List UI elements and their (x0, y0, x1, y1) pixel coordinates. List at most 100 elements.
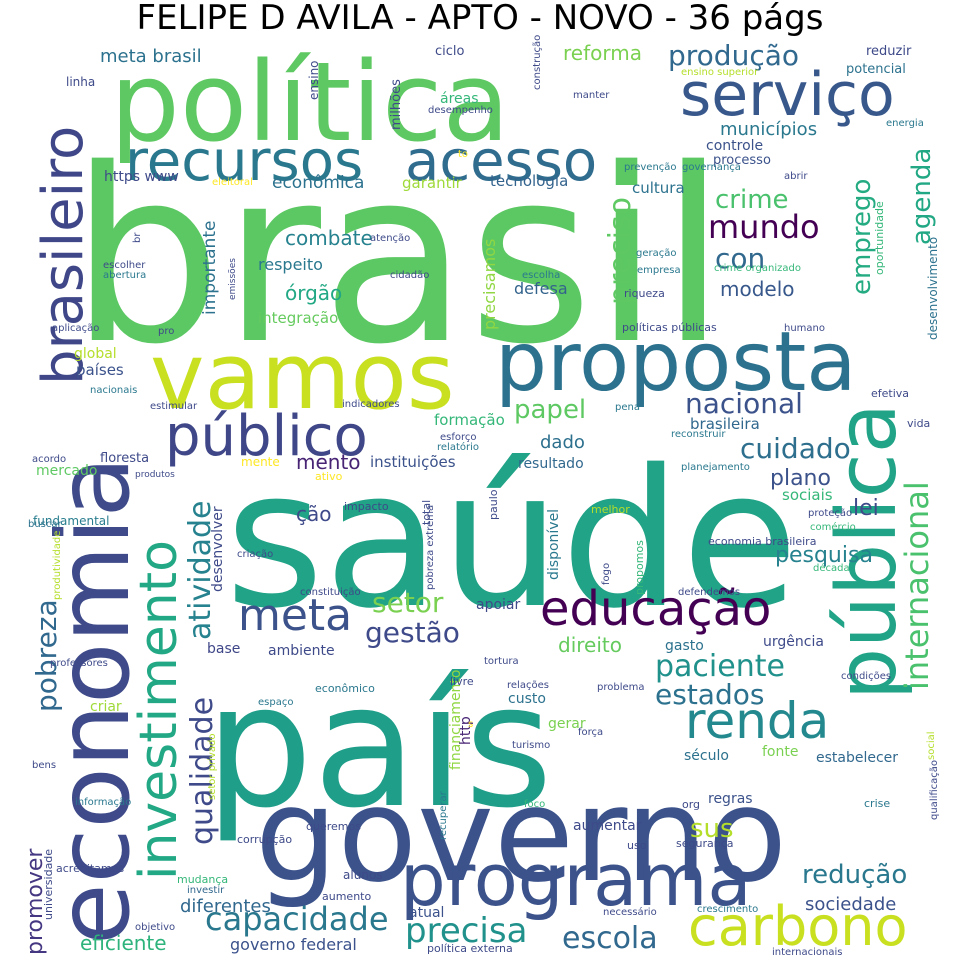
word-escolha: escolha (522, 270, 560, 281)
word-producao: produção (668, 39, 799, 72)
word-corrupcao: corrupção (237, 833, 292, 846)
word-ambiente: ambiente (268, 643, 335, 659)
word-nacionais: nacionais (90, 385, 137, 396)
word-mente: mente (241, 455, 280, 469)
word-org: org (682, 798, 700, 811)
word-informacao: informação (75, 797, 131, 808)
word-ensino-superior: ensino superior (681, 67, 759, 78)
word-cultura: cultura (632, 179, 685, 197)
word-indicadores: indicadores (342, 399, 400, 410)
word-instituicoes: instituições (370, 453, 456, 471)
word-cao: ção (296, 502, 332, 526)
word-reducao: redução (802, 860, 907, 890)
word-fogo: fogo (601, 563, 612, 585)
word-bens: bens (32, 760, 56, 771)
word-sociais: sociais (782, 486, 833, 504)
word-livre: livre (450, 675, 474, 688)
word-crise: crise (864, 797, 890, 810)
word-mercado: mercado (36, 463, 97, 479)
word-agenda: agenda (907, 148, 937, 245)
word-lei: lei (853, 496, 879, 521)
word-https-www: https www (104, 169, 179, 185)
word-qualidade: qualidade (185, 697, 220, 845)
word-regras: regras (708, 791, 753, 807)
word-condicoes: condições (841, 671, 891, 682)
word-universidade: universidade (42, 849, 55, 920)
word-constituicao: constituição (300, 587, 361, 598)
word-energia: energia (886, 118, 924, 129)
word-areas: áreas (440, 91, 479, 107)
word-foco: foco (524, 799, 545, 810)
word-governo: governo (255, 759, 787, 911)
word-efetiva: efetiva (871, 387, 909, 400)
word-recursos: recursos (125, 129, 363, 194)
word-decada: década (813, 562, 850, 574)
word-propomos: propomos (633, 540, 646, 595)
word-relacoes: relações (507, 680, 549, 691)
word-floresta: floresta (100, 451, 149, 466)
word-investimento: investimento (129, 540, 189, 880)
word-paises: países (76, 361, 124, 379)
word-professores: professores (50, 658, 108, 669)
word-pobreza-extrema: pobreza extrema (425, 505, 436, 590)
word-plano: plano (770, 466, 831, 491)
word-reforma: reforma (563, 41, 642, 65)
word-sus: sus (690, 814, 734, 844)
word-riqueza: riqueza (624, 287, 665, 300)
word-emissoes: emissões (228, 258, 238, 300)
word-forca: força (578, 727, 603, 738)
word-objetivo: objetivo (135, 922, 175, 933)
word-garantir: garantir (402, 174, 463, 192)
word-vamos: vamos (150, 323, 455, 430)
word-internacional: internacional (898, 481, 936, 690)
word-servico: serviço (680, 60, 895, 130)
word-eleitoral: eleitoral (212, 177, 253, 188)
word-respeito: respeito (258, 255, 323, 274)
word-programa: programa (400, 838, 751, 922)
word-estados: estados (655, 678, 764, 711)
word-gestao: gestão (365, 616, 460, 649)
word-meta-brasil: meta brasil (100, 46, 202, 67)
word-combate: combate (285, 226, 373, 250)
word-promover: promover (23, 848, 48, 955)
word-global: global (74, 346, 117, 362)
word-necessario: necessário (603, 906, 657, 918)
word-abertura: abertura (103, 270, 146, 281)
word-queremos: queremos (306, 820, 361, 833)
word-custo: custo (508, 691, 546, 707)
word-protecao: proteção (808, 508, 852, 519)
word-espaco: espaço (258, 697, 293, 708)
word-precisa: precisa (405, 911, 527, 951)
word-escola: escola (562, 921, 658, 956)
word-direito: direito (558, 633, 622, 657)
word-ativo: ativo (315, 470, 343, 483)
word-crime-organizado: crime organizado (714, 263, 801, 274)
word-urgencia: urgência (763, 634, 824, 650)
word-defendemos: defendemos (678, 587, 740, 598)
word-defesa: defesa (514, 279, 568, 298)
word-integracao: integração (258, 309, 338, 327)
word-resultado: resultado (518, 456, 584, 472)
word-criacao: criação (237, 549, 273, 560)
word-orgao: órgão (285, 281, 342, 305)
word-disponivel: disponível (546, 509, 562, 580)
word-desenvolvimento: desenvolvimento (926, 237, 940, 340)
cloud-title: FELIPE D AVILA - APTO - NOVO - 36 págs (136, 0, 824, 38)
word-to: to (458, 149, 468, 160)
word-reconstruir: reconstruir (671, 429, 726, 440)
word-pro: pro (158, 326, 174, 337)
word-formacao: formação (434, 411, 505, 429)
word-seguranca: segurança (676, 837, 733, 850)
word-atividade: atividade (183, 501, 218, 641)
word-impacto: impacto (344, 500, 389, 513)
word-economico: econômico (315, 682, 375, 695)
word-humano: humano (784, 323, 825, 334)
word-alunos: alunos (343, 868, 383, 882)
word-preciso: preciso (603, 197, 638, 305)
word-potencial: potencial (846, 62, 906, 77)
word-eficiente: eficiente (80, 931, 167, 955)
word-linha: linha (66, 75, 95, 89)
word-modelo: modelo (720, 277, 795, 301)
word-publico: público (165, 404, 368, 469)
word-gasto: gasto (665, 638, 704, 654)
